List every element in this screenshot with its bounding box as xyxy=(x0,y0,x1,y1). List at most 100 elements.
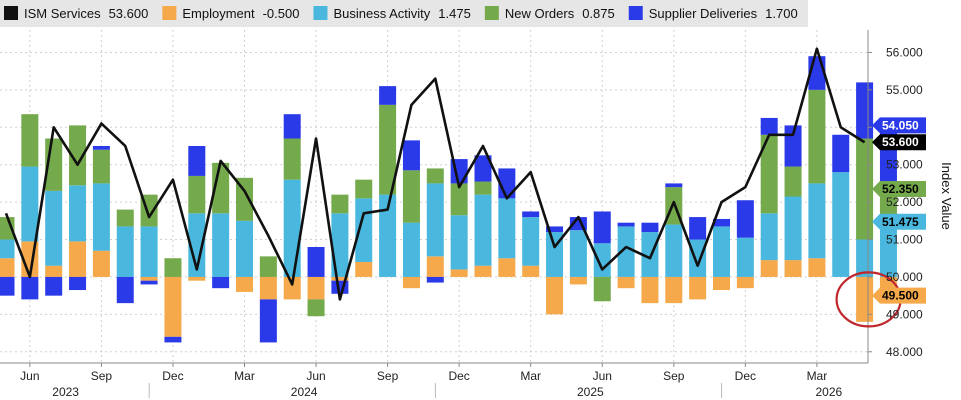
bar-segment xyxy=(116,209,134,227)
bar-segment xyxy=(784,260,802,277)
y-tick-label: 50.000 xyxy=(886,270,923,284)
y-tick-label: 48.000 xyxy=(886,345,923,359)
y-tick-label: 56.000 xyxy=(886,45,923,59)
bar-segment xyxy=(212,213,230,277)
x-year-label: 2026 xyxy=(815,385,842,399)
bar-segment xyxy=(713,276,730,291)
bar-segment xyxy=(736,237,754,277)
bar-segment xyxy=(188,145,206,176)
bar-segment xyxy=(402,170,420,223)
bar-segment xyxy=(426,276,444,283)
x-tick-label: Dec xyxy=(162,369,183,383)
bar-segment xyxy=(45,276,63,296)
bar-segment xyxy=(760,117,778,135)
legend-entry-label: Supplier Deliveries xyxy=(649,6,758,21)
bar-segment xyxy=(21,114,39,167)
value-tag-shape xyxy=(872,117,926,134)
value-tag-shape xyxy=(872,181,926,198)
x-tick-label: Dec xyxy=(735,369,756,383)
bar-segment xyxy=(832,172,850,277)
bar-segment xyxy=(808,183,826,259)
legend-entry-label: New Orders xyxy=(505,6,575,21)
bar-segment xyxy=(879,220,897,277)
x-tick-label: Sep xyxy=(91,369,113,383)
bar-segment xyxy=(689,239,707,277)
bar-segment xyxy=(69,241,87,277)
bar-segment xyxy=(236,177,253,221)
bar-segment xyxy=(784,166,802,197)
bar-segment xyxy=(188,175,206,214)
bar-segment xyxy=(736,276,754,289)
bar-segment xyxy=(593,276,611,302)
bar-segment xyxy=(617,226,635,277)
bar-segment xyxy=(593,243,611,277)
bar-segment xyxy=(259,276,277,300)
bar-segment xyxy=(402,276,420,289)
x-tick-label: Mar xyxy=(807,369,828,383)
bar-segment xyxy=(164,258,182,277)
bar-segment xyxy=(355,179,373,199)
bar-segment xyxy=(164,336,182,343)
bar-segment xyxy=(569,230,587,277)
bar-segment xyxy=(21,276,39,300)
bar-segment xyxy=(617,276,635,289)
bar-segment xyxy=(760,260,778,277)
legend-swatch xyxy=(313,6,328,20)
bar-segment xyxy=(331,276,349,281)
bar-segment xyxy=(522,217,540,266)
bar-segment xyxy=(522,211,540,218)
bar-segment xyxy=(713,218,730,227)
legend-entry-value: 0.875 xyxy=(582,6,615,21)
bar-segment xyxy=(641,276,659,304)
x-tick-label: Mar xyxy=(234,369,255,383)
legend-swatch xyxy=(162,6,177,20)
bar-segment xyxy=(450,183,468,216)
legend-entry-value: 53.600 xyxy=(109,6,149,21)
legend-entry-value: 1.700 xyxy=(765,6,798,21)
bar-segment xyxy=(92,145,110,150)
value-tag-label: 51.475 xyxy=(882,215,919,229)
bar-segment xyxy=(856,138,874,240)
bar-segment xyxy=(474,194,492,266)
x-tick-label: Sep xyxy=(377,369,399,383)
legend-entry-value: -0.500 xyxy=(263,6,300,21)
bar-segment xyxy=(450,269,468,277)
legend: ISM Services 53.600 Employment -0.500 Busine… xyxy=(0,0,808,27)
value-tag-shape xyxy=(872,213,926,230)
bar-segment xyxy=(641,232,659,277)
value-tag: 54.050 xyxy=(872,117,926,134)
bar-segment xyxy=(140,226,158,277)
bar-segment xyxy=(69,125,87,186)
bar-segment xyxy=(569,276,587,285)
x-tick-label: Sep xyxy=(663,369,685,383)
bar-segment xyxy=(164,276,182,337)
bar-segment xyxy=(69,276,87,291)
legend-bar xyxy=(0,0,808,27)
bar-segment xyxy=(307,247,325,277)
bar-segment xyxy=(355,198,373,262)
x-tick-label: Jun xyxy=(593,369,612,383)
y-axis-label: Index Value xyxy=(939,162,954,230)
legend-swatch xyxy=(4,6,18,20)
bar-segment xyxy=(45,190,63,266)
x-tick-label: Jun xyxy=(306,369,325,383)
bar-segment xyxy=(188,276,206,281)
legend-entry-label: Employment xyxy=(182,6,255,21)
bar-segment xyxy=(426,256,444,277)
legend-entry-value: 1.475 xyxy=(438,6,471,21)
bar-segment xyxy=(402,140,420,171)
bar-segment xyxy=(760,213,778,261)
bar-segment xyxy=(116,276,134,304)
value-tag: 49.500 xyxy=(872,287,926,304)
bar-segment xyxy=(522,265,540,277)
bar-segment xyxy=(92,250,110,277)
bar-segment xyxy=(546,276,564,315)
bar-segment xyxy=(617,222,635,227)
bar-segment xyxy=(760,134,778,214)
bar-segment xyxy=(21,166,39,242)
bar-segment xyxy=(283,179,301,277)
bar-segment xyxy=(212,276,230,289)
bar-segment xyxy=(140,280,158,285)
value-tag: 53.600 xyxy=(872,134,926,151)
bar-segment xyxy=(498,258,516,277)
